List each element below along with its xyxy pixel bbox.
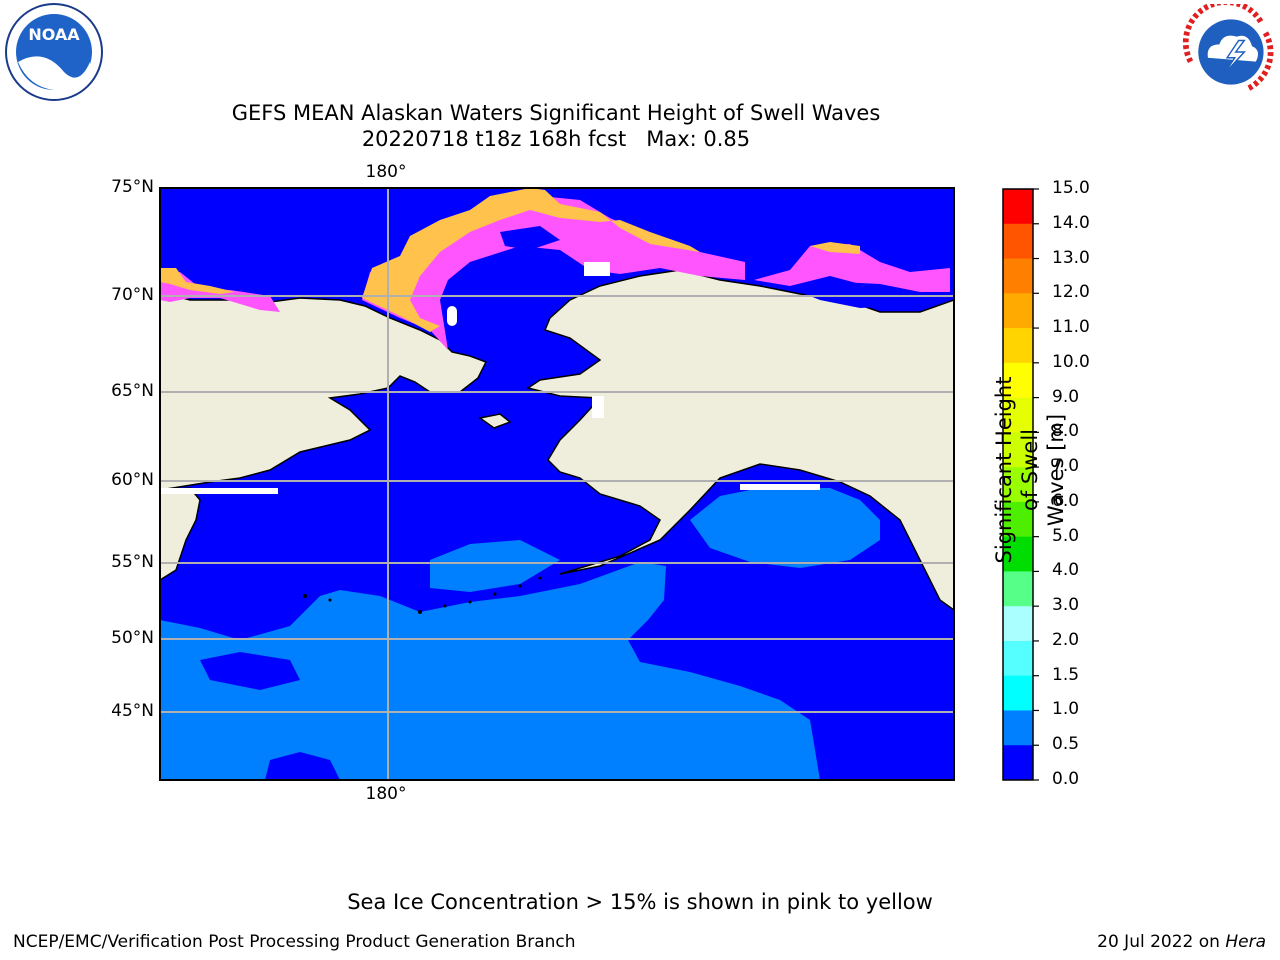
chart-title: GEFS MEAN Alaskan Waters Significant Hei… xyxy=(0,100,1112,152)
no-data-patch-3 xyxy=(592,396,604,418)
colorbar-segment xyxy=(1003,258,1033,294)
title-line-2: 20220718 t18z 168h fcst Max: 0.85 xyxy=(361,127,751,151)
colorbar-segment xyxy=(1003,501,1033,538)
land-st-lawrence xyxy=(478,413,512,429)
noaa-logo: NOAA xyxy=(5,3,103,101)
swell-low-blob-south xyxy=(265,752,340,780)
lat-label-70: 70°N xyxy=(111,285,154,305)
swell-mid-region-mid xyxy=(430,540,560,592)
date-host: Hera xyxy=(1225,932,1266,952)
date-prefix: 20 Jul 2022 on xyxy=(1097,932,1226,952)
lon-label-top: 180° xyxy=(365,162,407,182)
date-text: 20 Jul 2022 on Hera xyxy=(1097,932,1266,952)
colorbar-frame xyxy=(1002,188,1034,781)
colorbar-segment xyxy=(1003,467,1033,503)
no-data-strip-west xyxy=(160,488,278,494)
no-data-strip-east xyxy=(740,484,820,490)
colorbar-tick-label: 1.5 xyxy=(1052,664,1080,685)
aleutian-islands xyxy=(303,576,542,614)
swell-mid-region-gulf xyxy=(690,488,880,568)
colorbar-title-line-1: Significant Height of Swell xyxy=(992,376,1042,564)
colorbar-tick-label: 15.0 xyxy=(1052,178,1090,198)
colorbar-segment xyxy=(1003,397,1033,433)
colorbar-segment xyxy=(1003,745,1033,781)
colorbar-segment xyxy=(1003,536,1033,572)
lat-label-65: 65°N xyxy=(111,381,154,401)
lon-label-bottom: 180° xyxy=(365,784,407,804)
colorbar-segment xyxy=(1003,223,1033,260)
title-line-1: GEFS MEAN Alaskan Waters Significant Hei… xyxy=(231,101,881,125)
colorbar-segment xyxy=(1003,675,1033,711)
colorbar-segment xyxy=(1003,293,1033,329)
colorbar-segment xyxy=(1003,606,1033,642)
colorbar-tick-label: 8.0 xyxy=(1052,421,1080,442)
colorbar-tick-label: 13.0 xyxy=(1052,247,1090,268)
colorbar-tick-label: 12.0 xyxy=(1052,282,1090,303)
colorbar-tick-label: 4.0 xyxy=(1052,560,1080,581)
sea-ice-yellow-beaufort xyxy=(810,242,860,254)
colorbar-tick-label: 10.0 xyxy=(1052,351,1090,372)
swell-mid-region-west xyxy=(160,562,820,780)
credit-text: NCEP/EMC/Verification Post Processing Pr… xyxy=(13,932,576,952)
colorbar-tick-label: 3.0 xyxy=(1052,595,1080,616)
colorbar-tick-label: 0.0 xyxy=(1052,769,1080,789)
colorbar-tick-label: 5.0 xyxy=(1052,525,1080,546)
swell-low-blob-west xyxy=(200,652,300,690)
colorbar-tick-label: 14.0 xyxy=(1052,212,1090,233)
gridlines xyxy=(160,188,954,780)
colorbar-segment xyxy=(1003,328,1033,364)
colorbar-segment xyxy=(1003,640,1033,677)
no-data-patch-2 xyxy=(447,306,457,326)
colorbar-tick-label: 0.5 xyxy=(1052,734,1080,755)
land-alaska xyxy=(526,269,954,611)
colorbar-title: Significant Height of Swell Waves [m] xyxy=(991,370,1069,570)
sea-ice-footnote: Sea Ice Concentration > 15% is shown in … xyxy=(347,890,933,914)
lat-label-45: 45°N xyxy=(111,701,154,721)
colorbar-segment xyxy=(1003,362,1033,399)
colorbar-tick-label: 2.0 xyxy=(1052,629,1080,650)
lat-label-50: 50°N xyxy=(111,628,154,648)
colorbar-segment xyxy=(1003,571,1033,607)
colorbar-segment xyxy=(1003,710,1033,746)
sea-ice-pink-beaufort xyxy=(754,244,950,292)
sea-ice-yellow-chukchi xyxy=(362,188,700,332)
colorbar-tick-label: 1.0 xyxy=(1052,699,1080,720)
map-frame xyxy=(159,187,955,781)
colorbar-tick-label: 9.0 xyxy=(1052,386,1080,407)
lat-label-55: 55°N xyxy=(111,552,154,572)
colorbar-ticks xyxy=(1033,188,1039,781)
lat-label-75: 75°N xyxy=(111,177,154,197)
noaa-logo-text: NOAA xyxy=(28,25,80,44)
colorbar-segment xyxy=(1003,432,1033,468)
sea-ice-yellow-east-siberian xyxy=(160,268,235,294)
colorbar xyxy=(1003,189,1033,781)
colorbar-title-line-2: Waves [m] xyxy=(1044,413,1068,527)
colorbar-tick-label: 7.0 xyxy=(1052,456,1080,477)
lat-label-60: 60°N xyxy=(111,470,154,490)
no-data-patch xyxy=(584,262,610,276)
open-water-chukchi-north xyxy=(500,226,560,250)
map-area xyxy=(160,188,954,780)
colorbar-tick-label: 6.0 xyxy=(1052,490,1080,511)
colorbar-tick-label: 11.0 xyxy=(1052,317,1090,338)
colorbar-segment xyxy=(1003,189,1033,225)
nws-logo xyxy=(1182,4,1275,98)
